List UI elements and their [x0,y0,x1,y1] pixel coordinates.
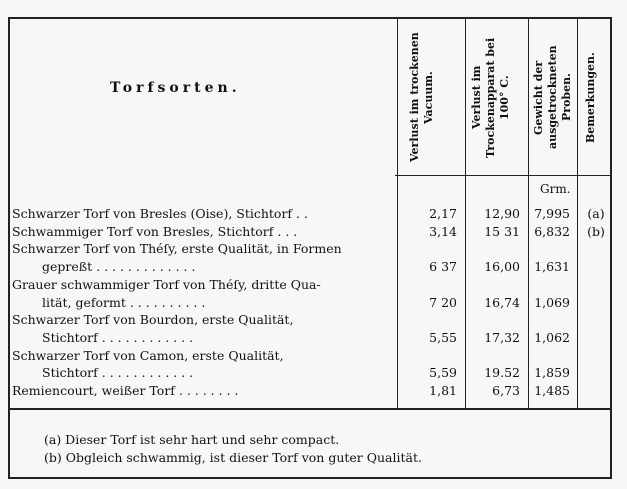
value-trockenapparat: 17,32 [484,329,520,345]
table-frame [8,17,612,479]
value-vacuum: 2,17 [429,206,457,221]
value-bemerkung: (a) [587,206,605,221]
value-gewicht: 1,485 [534,383,570,398]
row-label-line: lität, geformt . . . . . . . . . . [42,294,206,310]
column-divider [528,17,529,408]
column-divider [465,17,466,408]
value-gewicht: 1,631 [534,259,570,275]
value-vacuum: 7 20 [429,294,457,310]
row-label-line: Stichtorf . . . . . . . . . . . . [42,365,194,381]
column-divider [577,17,578,408]
value-bemerkung: (b) [587,223,605,239]
row-label-line: Schwarzer Torf von Bresles (Oise), Stich… [12,206,308,221]
table-bottom-rule [8,408,612,410]
value-gewicht: 1,069 [534,294,570,310]
value-bemerkung [582,364,610,381]
row-label-line: Remiencourt, weißer Torf . . . . . . . . [12,383,239,398]
row-label-line: Schwarzer Torf von Théſy, erste Qualität… [12,241,342,257]
value-vacuum: 3,14 [429,223,457,239]
footnote-a: (a) Dieser Torf ist sehr hart und sehr c… [44,432,340,447]
value-gewicht: 1,859 [534,365,570,381]
row-label-line: Stichtorf . . . . . . . . . . . . [42,329,194,345]
column-divider [397,17,398,408]
value-vacuum: 5,55 [429,329,457,345]
header-divider [395,175,612,176]
column-header-gewicht: Gewicht der ausgetrockneten Proben. [532,45,573,150]
unit-label: Grm. [540,182,571,196]
value-trockenapparat: 16,00 [484,259,520,275]
value-trockenapparat: 16,74 [484,294,520,310]
column-header-trockenapparat: Verlust im Trockenapparat bei 100° C. [470,37,511,158]
value-trockenapparat: 19.52 [484,365,520,381]
value-gewicht: 6,832 [534,223,570,239]
value-vacuum: 5,59 [429,365,457,381]
column-header-bemerkungen: Bemerkungen. [584,52,597,143]
value-vacuum: 1,81 [429,383,457,398]
value-bemerkung [582,294,610,311]
value-bemerkung [582,382,610,399]
row-label-line: Schwarzer Torf von Bourdon, erste Qualit… [12,312,294,328]
value-bemerkung [582,329,610,346]
value-trockenapparat: 15 31 [484,223,520,239]
value-bemerkung [582,258,610,275]
value-gewicht: 7,995 [534,206,570,221]
column-header-vacuum: Verlust im trockenen Vacuum. [408,32,435,163]
row-label-line: Grauer schwammiger Torf von Théſy, dritt… [12,276,321,292]
row-label-line: Schwammiger Torf von Bresles, Stichtorf … [12,223,298,239]
value-vacuum: 6 37 [429,259,457,275]
value-trockenapparat: 6,73 [492,383,520,398]
footnote-b: (b) Obgleich schwammig, ist dieser Torf … [44,450,422,465]
value-gewicht: 1,062 [534,329,570,345]
row-label-line: gepreßt . . . . . . . . . . . . . [42,259,196,275]
column-header-torfsorten: Torfsorten. [110,80,241,96]
row-label-line: Schwarzer Torf von Camon, erste Qualität… [12,347,284,363]
value-trockenapparat: 12,90 [484,206,520,221]
